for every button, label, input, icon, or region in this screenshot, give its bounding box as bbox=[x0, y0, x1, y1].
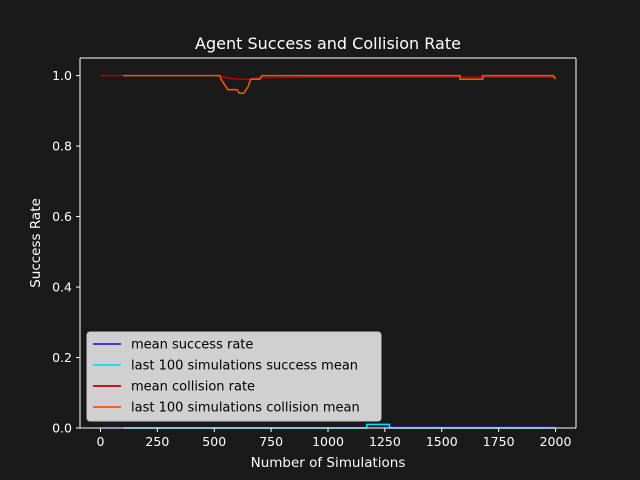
legend-label: last 100 simulations collision mean bbox=[131, 401, 360, 416]
y-tick-label: 0.0 bbox=[52, 421, 72, 436]
legend: mean success rate last 100 simulations su… bbox=[86, 331, 382, 422]
y-tick-label: 0.2 bbox=[52, 350, 72, 365]
series-line-4 bbox=[123, 74, 557, 95]
x-tick-label: 250 bbox=[145, 434, 169, 449]
legend-box bbox=[86, 331, 382, 422]
x-axis-ticks: 0 250 500 750 1000 1250 1500 1750 2000 bbox=[97, 428, 572, 449]
x-tick-label: 2000 bbox=[540, 434, 572, 449]
legend-label: mean success rate bbox=[131, 338, 253, 353]
y-tick-label: 0.4 bbox=[52, 280, 72, 295]
x-tick-label: 750 bbox=[259, 434, 283, 449]
legend-label: last 100 simulations success mean bbox=[131, 359, 358, 374]
x-tick-label: 1500 bbox=[426, 434, 458, 449]
x-tick-label: 1250 bbox=[369, 434, 401, 449]
x-tick-label: 1750 bbox=[483, 434, 515, 449]
legend-label: mean collision rate bbox=[131, 380, 255, 395]
chart-title: Agent Success and Collision Rate bbox=[195, 34, 461, 53]
x-tick-label: 500 bbox=[202, 434, 226, 449]
legend-entries: mean success rate last 100 simulations su… bbox=[93, 338, 360, 416]
x-tick-label: 0 bbox=[97, 434, 105, 449]
y-tick-label: 0.6 bbox=[52, 209, 72, 224]
y-tick-label: 0.8 bbox=[52, 139, 72, 154]
x-axis-title: Number of Simulations bbox=[251, 455, 406, 471]
x-tick-label: 1000 bbox=[312, 434, 344, 449]
y-tick-label: 1.0 bbox=[52, 68, 72, 83]
y-axis-title: Success Rate bbox=[28, 198, 44, 288]
y-axis-ticks: 0.0 0.2 0.4 0.6 0.8 1.0 bbox=[52, 68, 80, 436]
